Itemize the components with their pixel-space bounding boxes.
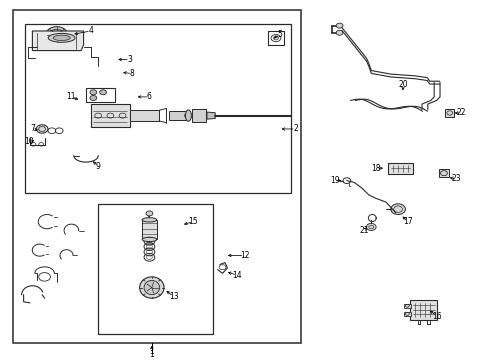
Text: 15: 15 [188,217,198,226]
Text: 2: 2 [293,125,298,134]
Ellipse shape [144,280,159,295]
Circle shape [390,204,405,215]
Bar [91,104,130,127]
Bar [267,31,284,45]
Text: 5: 5 [277,30,282,39]
Text: 12: 12 [239,251,249,260]
Text: 6: 6 [147,93,152,102]
Text: 16: 16 [431,311,441,320]
Text: 17: 17 [402,217,412,226]
Circle shape [335,30,342,35]
Bar [13,10,300,343]
Ellipse shape [142,218,157,222]
Bar [404,303,410,308]
Circle shape [46,27,67,42]
Circle shape [366,224,375,230]
Circle shape [146,211,153,216]
Bar [142,220,157,239]
Bar [98,204,212,334]
Circle shape [100,90,106,95]
Text: 4: 4 [88,27,93,36]
Text: 8: 8 [130,69,135,78]
Text: 3: 3 [127,55,132,64]
Circle shape [90,95,97,100]
Text: 22: 22 [456,108,465,117]
Text: 23: 23 [451,174,461,183]
Text: 7: 7 [30,125,35,134]
Polygon shape [32,31,83,51]
Text: 18: 18 [371,164,380,173]
Bar [445,109,453,117]
Circle shape [90,90,97,95]
Ellipse shape [53,35,70,41]
Text: 10: 10 [24,137,34,146]
Ellipse shape [140,277,163,298]
Ellipse shape [48,33,75,42]
Bar [387,163,412,174]
Text: 1: 1 [149,347,154,356]
Ellipse shape [185,110,191,121]
Text: 9: 9 [96,162,101,171]
Text: 20: 20 [397,80,407,89]
Bar [130,110,159,121]
Polygon shape [206,112,215,119]
Bar [409,300,436,320]
Bar [168,111,185,120]
Circle shape [335,23,342,28]
Bar [192,109,205,122]
Text: 11: 11 [66,93,76,102]
Bar [25,24,290,193]
Circle shape [36,125,48,133]
Text: 19: 19 [329,176,339,185]
Bar [438,169,448,177]
Ellipse shape [142,237,157,242]
Text: 1: 1 [149,350,154,359]
Text: 21: 21 [359,226,368,235]
Text: 14: 14 [232,271,242,280]
Text: 13: 13 [169,292,178,301]
Bar [86,88,115,102]
Bar [404,312,410,316]
